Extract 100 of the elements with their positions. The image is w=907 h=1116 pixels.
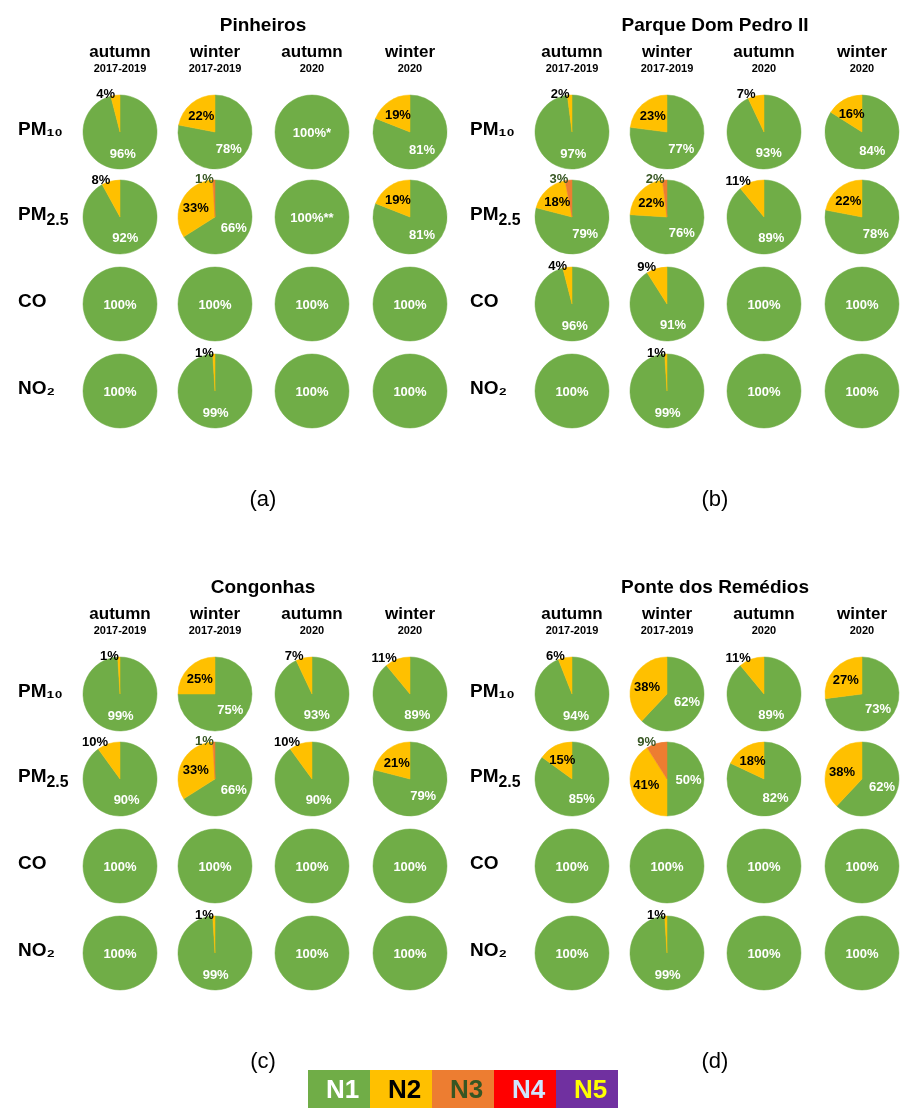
data-label: 84% xyxy=(859,143,886,159)
slice-label: autumn 2017-2019 xyxy=(540,42,604,75)
data-label: 100% xyxy=(393,296,428,312)
data-label: 38% xyxy=(828,763,856,779)
slice-label: winter 2017-2019 xyxy=(639,42,695,75)
data-label: 100% xyxy=(393,383,428,399)
data-label: 21% xyxy=(383,754,411,770)
data-label: 99% xyxy=(654,966,682,982)
text: PM₁₀ xyxy=(470,680,516,702)
text: (d) xyxy=(700,1048,730,1074)
slice-label: autumn 2017-2019 xyxy=(88,42,152,75)
data-label: 93% xyxy=(755,145,783,161)
data-label: 9% xyxy=(637,259,657,275)
data-label: 100%** xyxy=(290,209,335,225)
data-label: 62% xyxy=(868,779,896,795)
data-label: 100% xyxy=(295,383,330,399)
data-label: 8% xyxy=(91,171,111,187)
data-label: 38% xyxy=(633,678,661,694)
data-label: 90% xyxy=(305,791,333,807)
data-label: 100% xyxy=(295,858,330,874)
data-label: 100% xyxy=(747,945,782,961)
data-label: 100% xyxy=(555,383,590,399)
data-label: 89% xyxy=(404,706,431,722)
data-label: 41% xyxy=(633,777,660,793)
data-label: 85% xyxy=(568,790,596,806)
data-label: 100% xyxy=(295,296,330,312)
data-label: 75% xyxy=(217,701,244,717)
data-label: 100% xyxy=(103,383,138,399)
data-label: 99% xyxy=(202,966,230,982)
data-label: 11% xyxy=(725,172,752,188)
data-label: 25% xyxy=(186,671,214,687)
data-label: 3% xyxy=(549,170,569,186)
data-label: 99% xyxy=(202,404,230,420)
data-label: 4% xyxy=(548,257,568,273)
data-label: 23% xyxy=(639,108,667,124)
slice-label: autumn 2020 xyxy=(280,604,344,637)
data-label: 79% xyxy=(572,226,599,242)
data-label: 22% xyxy=(835,192,862,208)
data-label: 99% xyxy=(107,707,135,723)
data-label: 89% xyxy=(758,706,785,722)
data-label: 76% xyxy=(668,225,696,241)
data-label: 78% xyxy=(862,226,890,242)
data-label: 66% xyxy=(220,781,248,797)
slice-label: winter 2017-2019 xyxy=(187,604,243,637)
text: PM$_{2.5}$ xyxy=(470,765,522,791)
data-label: 100% xyxy=(747,383,782,399)
text: (a) xyxy=(248,486,278,512)
data-label: 1% xyxy=(646,344,667,360)
data-label: 89% xyxy=(758,229,785,245)
slice-label: winter 2017-2019 xyxy=(639,604,695,637)
data-label: 96% xyxy=(109,145,137,161)
data-label: 1% xyxy=(194,170,215,186)
data-label: 100% xyxy=(393,945,428,961)
data-label: 9% xyxy=(637,734,657,750)
data-label: 18% xyxy=(544,193,571,209)
data-label: 4% xyxy=(96,85,116,101)
chart-title: Parque Dom Pedro II xyxy=(620,14,810,36)
slice-label: autumn 2020 xyxy=(732,42,796,75)
data-label: 73% xyxy=(865,700,892,716)
data-label: 1% xyxy=(194,344,215,360)
slice-label: autumn 2017-2019 xyxy=(88,604,152,637)
data-label: 94% xyxy=(563,707,590,723)
data-label: 1% xyxy=(99,647,120,663)
slice-label: autumn 2020 xyxy=(280,42,344,75)
text: NO₂ xyxy=(470,939,508,961)
data-label: 6% xyxy=(545,648,566,664)
data-label: 99% xyxy=(654,404,682,420)
data-label: 100% xyxy=(103,858,138,874)
slice-label: winter 2020 xyxy=(835,604,889,637)
data-label: 100% xyxy=(845,296,880,312)
text: PM$_{2.5}$ xyxy=(18,765,70,791)
data-label: 2% xyxy=(550,85,570,101)
slice-label: autumn 2020 xyxy=(732,604,796,637)
data-label: 100% xyxy=(555,858,590,874)
data-label: 10% xyxy=(81,734,109,750)
data-label: 100% xyxy=(103,296,138,312)
data-label: 100% xyxy=(747,858,782,874)
data-label: 100% xyxy=(747,296,782,312)
text: (c) xyxy=(249,1048,277,1074)
data-label: 100% xyxy=(845,858,880,874)
data-label: 82% xyxy=(762,789,789,805)
slice-label: winter 2017-2019 xyxy=(187,42,243,75)
text: CO xyxy=(470,290,500,312)
data-label: 100% xyxy=(103,945,138,961)
data-label: 2% xyxy=(645,170,665,186)
text: PM₁₀ xyxy=(470,118,516,140)
slice-label: winter 2020 xyxy=(383,42,437,75)
text: PM$_{2.5}$ xyxy=(18,203,70,229)
data-label: 100% xyxy=(393,858,428,874)
data-label: 90% xyxy=(113,791,141,807)
data-label: 100% xyxy=(555,945,590,961)
data-label: 33% xyxy=(182,199,210,215)
data-label: 22% xyxy=(188,107,215,123)
data-label: 7% xyxy=(736,86,756,102)
data-label: 92% xyxy=(112,230,139,246)
data-label: 50% xyxy=(675,771,702,787)
data-label: 100% xyxy=(198,858,233,874)
data-label: 91% xyxy=(659,317,687,333)
data-label: 100% xyxy=(198,296,233,312)
data-label: 62% xyxy=(673,694,701,710)
